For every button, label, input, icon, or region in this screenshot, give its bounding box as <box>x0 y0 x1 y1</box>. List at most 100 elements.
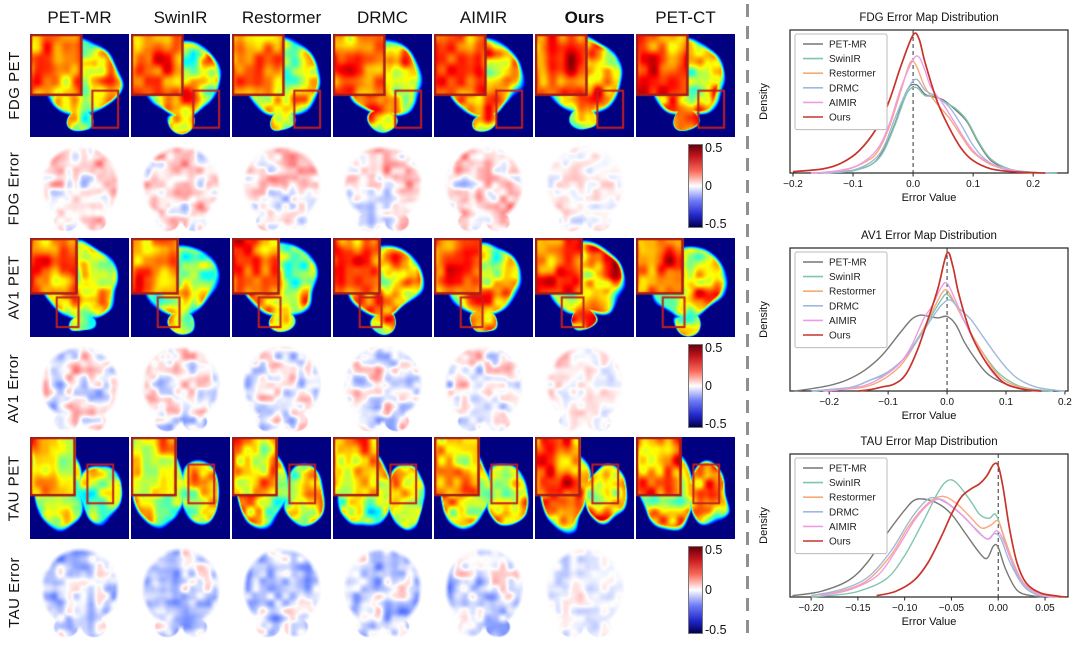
fdg-pet-image-swinir <box>131 34 230 137</box>
tau-pet-image-ours <box>535 437 634 539</box>
fdg-pet-image-ours <box>535 34 634 137</box>
fdg-error-map-pet-mr <box>30 142 129 234</box>
colorbar-min-label: -0.5 <box>705 216 727 231</box>
axes-box <box>789 453 1069 598</box>
axes-box <box>789 29 1069 174</box>
y-axis-label: Density <box>758 301 770 338</box>
row-label-fdg-error: FDG Error <box>0 142 28 234</box>
density-curve-ours <box>792 32 1046 174</box>
x-axis-label: Error Value <box>902 616 957 628</box>
method-header-aimir: AIMIR <box>459 8 508 27</box>
legend-label-swinir: SwinIR <box>829 478 861 489</box>
tau-pet-image-aimir <box>434 437 533 539</box>
density-curve-drmc <box>811 299 1065 392</box>
image-strip-tau-pet <box>30 437 735 539</box>
x-tick-label: −0.2 <box>819 397 839 408</box>
row-label-av1-error: AV1 Error <box>0 342 28 434</box>
panel-divider-dashed-line <box>746 4 749 642</box>
row-label-tau-pet: TAU PET <box>0 437 28 539</box>
method-header-pet-ct: PET-CT <box>655 8 716 27</box>
fdg-error-map-ours <box>535 142 634 234</box>
plot-title: AV1 Error Map Distribution <box>861 230 997 242</box>
grid-row-av1-error: AV1 Error 0.5 0 -0.5 <box>0 342 746 434</box>
row-label-text: AV1 Error <box>5 353 23 423</box>
colorbar-gradient <box>688 344 703 428</box>
fdg-pet-image-pet-mr <box>30 34 129 137</box>
x-tick-label: 0.0 <box>940 397 954 408</box>
x-axis-label: Error Value <box>902 192 957 204</box>
row-label-text: TAU PET <box>5 455 23 521</box>
method-header-swinir: SwinIR <box>153 8 208 27</box>
x-tick-label: 0.1 <box>966 179 980 190</box>
colorbar-max-label: 0.5 <box>705 141 723 155</box>
legend: PET-MR SwinIR Restormer DRMC AIMIR Ours <box>794 457 888 555</box>
fdg-pet-image-aimir <box>434 34 533 137</box>
legend-label-swinir: SwinIR <box>829 54 861 65</box>
fdg-error-map-swinir <box>131 142 230 234</box>
image-strip-tau-error: 0.5 0 -0.5 <box>30 544 727 640</box>
x-tick-label: −0.20 <box>798 603 824 614</box>
legend-label-drmc: DRMC <box>829 507 859 518</box>
legend: PET-MR SwinIR Restormer DRMC AIMIR Ours <box>794 33 888 131</box>
av1-error-map-aimir <box>434 342 533 434</box>
y-axis-label: Density <box>758 507 770 544</box>
method-header-restormer: Restormer <box>241 8 322 27</box>
colorbar-zero-label: 0 <box>705 583 712 597</box>
density-curve-ours <box>858 251 1042 392</box>
grid-row-fdg-pet: FDG PET <box>0 34 746 137</box>
density-curve-restormer <box>823 288 1042 392</box>
x-axis-label: Error Value <box>902 410 957 422</box>
distribution-plots-panel: FDG Error Map Distribution −0.2 −0.1 0.0 0.1… <box>755 0 1080 646</box>
fdg-error-map-drmc <box>333 142 432 234</box>
x-tick-label: 0.1 <box>999 397 1013 408</box>
av1-pet-image-pet-ct <box>636 238 735 337</box>
colorbar-gradient <box>688 546 703 634</box>
tau-error-map-pet-mr <box>30 544 129 640</box>
fdg-pet-image-drmc <box>333 34 432 137</box>
colorbar-zero-label: 0 <box>705 179 712 193</box>
row-label-text: AV1 PET <box>5 255 23 320</box>
density-curve-ours <box>876 462 1067 598</box>
av1-error-map-restormer <box>232 342 331 434</box>
legend-label-pet-mr: PET-MR <box>829 258 867 269</box>
av1-error-map-ours <box>535 342 634 434</box>
image-strip-av1-error: 0.5 0 -0.5 <box>30 342 727 434</box>
colorbar-max-label: 0.5 <box>705 543 723 557</box>
legend-label-drmc: DRMC <box>829 83 859 94</box>
av1-error-map-drmc <box>333 342 432 434</box>
x-tick-label: 0.2 <box>1058 397 1072 408</box>
av1-pet-image-drmc <box>333 238 432 337</box>
x-tick-label: −0.05 <box>939 603 965 614</box>
row-label-text: TAU Error <box>5 556 23 628</box>
tau-pet-image-pet-ct <box>636 437 735 539</box>
tau-pet-image-swinir <box>131 437 230 539</box>
colorbar-tau-error: 0.5 0 -0.5 <box>688 543 748 637</box>
x-tick-label: −0.10 <box>892 603 918 614</box>
colorbar-min-label: -0.5 <box>705 622 727 637</box>
av1-pet-image-ours <box>535 238 634 337</box>
legend-label-ours: Ours <box>829 331 851 342</box>
av1-pet-image-pet-mr <box>30 238 129 337</box>
row-label-tau-error: TAU Error <box>0 544 28 640</box>
x-tick-label: 0.00 <box>988 603 1008 614</box>
av1-pet-image-aimir <box>434 238 533 337</box>
legend-label-pet-mr: PET-MR <box>829 464 867 475</box>
methods-header-row: PET-MR SwinIR Restormer DRMC AIMIR Ours PET-CT <box>30 8 740 28</box>
plot-av1-error-map-distribution: AV1 Error Map Distribution −0.2 −0.1 0.0 0.1… <box>758 230 1072 422</box>
method-header-pet-mr: PET-MR <box>47 8 112 27</box>
plot-tau-error-map-distribution: TAU Error Map Distribution −0.20 −0.15 −0.1… <box>758 436 1069 628</box>
tau-error-map-ours <box>535 544 634 640</box>
tau-error-map-aimir <box>434 544 533 640</box>
tau-pet-image-drmc <box>333 437 432 539</box>
legend-label-aimir: AIMIR <box>829 522 857 533</box>
x-tick-label: −0.2 <box>783 179 803 190</box>
colorbar-av1-error: 0.5 0 -0.5 <box>688 342 748 430</box>
legend-label-restormer: Restormer <box>829 69 876 80</box>
av1-pet-image-restormer <box>232 238 331 337</box>
row-label-text: FDG PET <box>5 51 23 120</box>
legend-label-aimir: AIMIR <box>829 98 857 109</box>
colorbar-gradient <box>688 144 703 228</box>
legend: PET-MR SwinIR Restormer DRMC AIMIR Ours <box>794 251 888 349</box>
method-header-ours: Ours <box>564 8 605 27</box>
x-tick-label: 0.2 <box>1026 179 1040 190</box>
